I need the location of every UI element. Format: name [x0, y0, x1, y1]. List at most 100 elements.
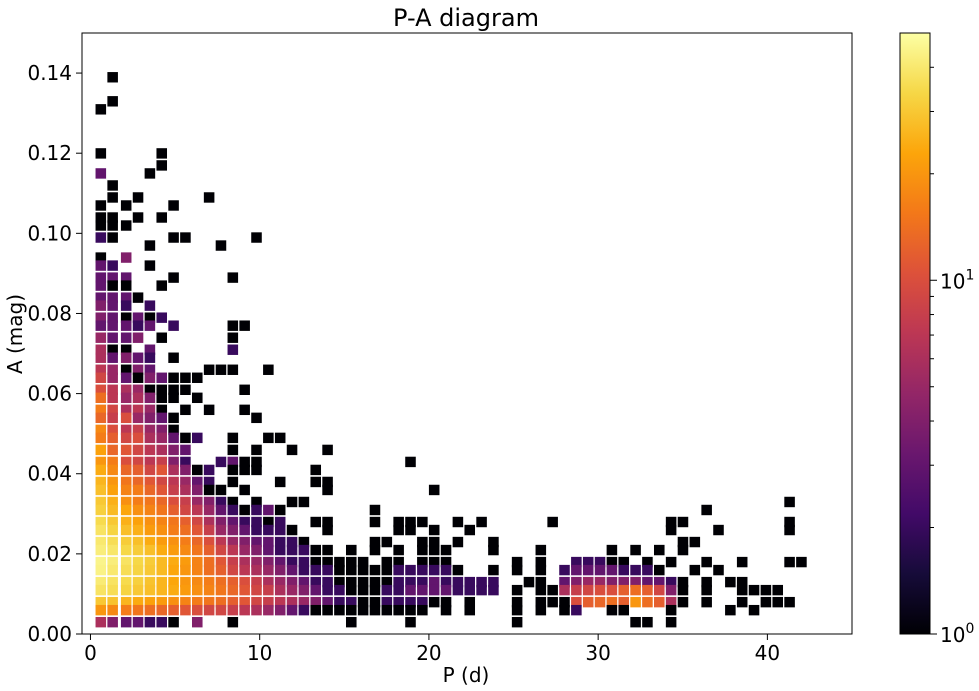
heatmap-cell — [132, 544, 144, 556]
heatmap-cell — [156, 604, 168, 616]
heatmap-cell — [346, 596, 357, 608]
heatmap-cell — [95, 404, 107, 416]
heatmap-cell — [417, 556, 428, 568]
heatmap-cell — [665, 616, 677, 628]
heatmap-cell — [298, 584, 310, 596]
heatmap-cell — [559, 576, 570, 588]
heatmap-cell — [156, 484, 168, 496]
heatmap-cell — [144, 504, 156, 516]
heatmap-cell — [95, 200, 107, 211]
heatmap-cell — [168, 352, 179, 363]
heatmap-cell — [180, 524, 191, 536]
heatmap-cell — [95, 536, 107, 548]
heatmap-cell — [168, 372, 179, 383]
heatmap-cell — [180, 232, 191, 243]
heatmap-cell — [168, 524, 179, 536]
heatmap-cell — [120, 584, 132, 596]
heatmap-cell — [203, 484, 215, 496]
heatmap-cell — [251, 524, 262, 536]
heatmap-cell — [227, 584, 239, 596]
heatmap-cell — [582, 596, 594, 608]
heatmap-cell — [168, 544, 179, 556]
heatmap-cell — [713, 564, 724, 576]
heatmap-cell — [132, 564, 144, 576]
heatmap-cell — [239, 556, 250, 568]
heatmap-cell — [156, 496, 168, 508]
heatmap-cell — [144, 392, 156, 404]
heatmap-cell — [263, 504, 274, 516]
heatmap-cell — [95, 476, 107, 488]
heatmap-cell — [120, 476, 132, 488]
heatmap-cell — [618, 564, 630, 576]
colorbar — [899, 32, 931, 635]
heatmap-cell — [192, 596, 203, 608]
heatmap-cell — [535, 544, 547, 556]
heatmap-cell — [168, 464, 179, 476]
heatmap-cell — [535, 556, 547, 568]
heatmap-cell — [701, 556, 712, 568]
heatmap-cell — [168, 412, 179, 424]
heatmap-cell — [215, 516, 227, 528]
heatmap-cell — [239, 464, 250, 476]
heatmap-cell — [535, 576, 547, 588]
heatmap-cell — [120, 200, 132, 211]
heatmap-cell — [132, 596, 144, 608]
heatmap-cell — [107, 232, 118, 243]
heatmap-cell — [144, 516, 156, 528]
heatmap-cell — [120, 404, 132, 416]
heatmap-cell — [95, 556, 107, 568]
heatmap-cell — [180, 544, 191, 556]
heatmap-cell — [156, 412, 168, 424]
heatmap-cell — [582, 564, 594, 576]
heatmap-cell — [144, 352, 156, 363]
heatmap-cell — [263, 536, 274, 548]
heatmap-cell — [227, 476, 239, 488]
heatmap-cell — [452, 564, 464, 576]
heatmap-cell — [251, 536, 262, 548]
heatmap-cell — [132, 524, 144, 536]
heatmap-cell — [156, 372, 168, 383]
heatmap-cell — [156, 384, 168, 395]
heatmap-cell — [523, 576, 535, 588]
heatmap-cell — [713, 524, 724, 536]
heatmap-cell — [452, 516, 464, 528]
heatmap-cell — [274, 536, 286, 548]
heatmap-cell — [180, 584, 191, 596]
heatmap-cell — [120, 504, 132, 516]
heatmap-cell — [239, 404, 250, 416]
heatmap-cell — [156, 432, 168, 444]
heatmap-cell — [192, 616, 203, 628]
heatmap-cell — [227, 604, 239, 616]
heatmap-cell — [357, 596, 369, 608]
heatmap-cell — [677, 584, 689, 596]
heatmap-cell — [95, 260, 107, 271]
heatmap-cell — [144, 240, 156, 251]
heatmap-cell — [107, 596, 118, 608]
heatmap-cell — [180, 516, 191, 528]
heatmap-cell — [251, 564, 262, 576]
heatmap-cell — [120, 536, 132, 548]
heatmap-cell — [132, 444, 144, 456]
heatmap-cell — [263, 524, 274, 536]
heatmap-cell — [192, 556, 203, 568]
heatmap-cell — [440, 564, 452, 576]
heatmap-cell — [107, 584, 118, 596]
heatmap-cell — [263, 432, 274, 444]
heatmap-cell — [168, 496, 179, 508]
y-tick-label: 0.06 — [27, 382, 72, 406]
heatmap-cell — [203, 516, 215, 528]
heatmap-cell — [107, 432, 118, 444]
heatmap-cell — [180, 596, 191, 608]
heatmap-cell — [251, 456, 262, 468]
heatmap-cell — [120, 344, 132, 355]
heatmap-cell — [689, 564, 701, 576]
heatmap-cell — [334, 596, 345, 608]
heatmap-cell — [144, 564, 156, 576]
heatmap-cell — [251, 504, 262, 516]
heatmap-cell — [132, 372, 144, 383]
heatmap-cell — [120, 280, 132, 291]
heatmap-cell — [547, 516, 558, 528]
heatmap-cell — [144, 604, 156, 616]
heatmap-cell — [192, 604, 203, 616]
heatmap-cell — [95, 424, 107, 436]
